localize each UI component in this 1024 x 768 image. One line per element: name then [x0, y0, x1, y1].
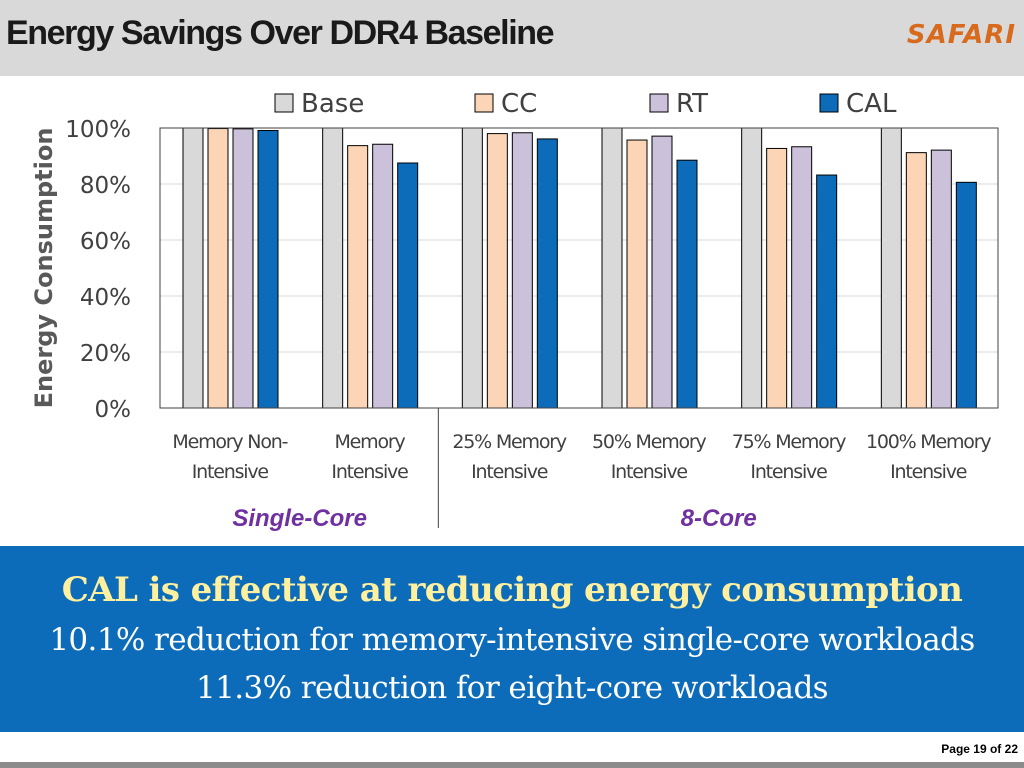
bar-base [182, 127, 204, 409]
x-tick-label: Intensive [750, 461, 827, 483]
bar-rt [930, 149, 952, 409]
bar-cal [257, 130, 279, 409]
bar-cc [207, 128, 229, 409]
banner-line-single-core: 10.1% reduction for memory-intensive sin… [49, 622, 975, 658]
conclusion-banner: CAL is effective at reducing energy cons… [0, 546, 1024, 732]
page-number: Page 19 of 22 [941, 742, 1018, 756]
legend-label-cal: CAL [846, 89, 897, 119]
bar-cal [536, 138, 558, 409]
legend-label-base: Base [301, 89, 364, 119]
x-tick-label: Intensive [331, 461, 408, 483]
legend-label-rt: RT [676, 89, 708, 119]
bar-rt [372, 143, 394, 409]
slide-header: Energy Savings Over DDR4 Baseline SAFARI [0, 0, 1024, 76]
x-tick-label: 50% Memory [592, 431, 706, 453]
legend-swatch-cal [819, 93, 839, 113]
bar-base [601, 127, 623, 409]
bar-rt [791, 146, 813, 409]
bar-cal [816, 174, 838, 409]
bar-rt [232, 128, 254, 409]
x-tick-label: Intensive [471, 461, 548, 483]
bar-cal [955, 181, 977, 409]
x-tick-label: Memory Non- [172, 431, 287, 453]
energy-bar-chart: 0% 20% 40% 60% 80% 100% Memory Non- Intensive Me… [30, 89, 999, 532]
bar-cal [397, 162, 419, 409]
bar-base [322, 127, 344, 409]
bar-cal [676, 159, 698, 409]
y-tick-label: 80% [80, 173, 131, 199]
x-tick-label: Intensive [192, 461, 269, 483]
bar-rt [651, 135, 673, 409]
banner-headline: CAL is effective at reducing energy cons… [61, 570, 963, 610]
bar-rt [511, 132, 533, 409]
y-tick-label: 40% [80, 285, 131, 311]
bar-cc [626, 139, 648, 409]
x-tick-label: 100% Memory [866, 431, 991, 453]
x-tick-label: Intensive [890, 461, 967, 483]
bar-base [741, 127, 763, 409]
x-tick-label: Memory [334, 431, 405, 453]
bar-base [461, 127, 483, 409]
banner-line-eight-core: 11.3% reduction for eight-core workloads [196, 670, 829, 706]
y-tick-label: 20% [80, 341, 131, 367]
legend-swatch-base [274, 93, 294, 113]
x-tick-label: 25% Memory [452, 431, 566, 453]
bar-base [880, 127, 902, 409]
slide-title: Energy Savings Over DDR4 Baseline [6, 14, 555, 52]
y-tick-label: 0% [95, 397, 132, 423]
y-tick-label: 100% [65, 117, 131, 143]
group-label: 8-Core [681, 505, 757, 532]
bar-cc [486, 133, 508, 409]
legend-label-cc: CC [501, 89, 537, 119]
y-tick-label: 60% [80, 229, 131, 255]
x-tick-label: 75% Memory [732, 431, 846, 453]
safari-logo: SAFARI [906, 20, 1016, 50]
legend-swatch-rt [649, 93, 669, 113]
y-axis-title: Energy Consumption [30, 128, 58, 409]
bar-cc [347, 145, 369, 409]
legend-swatch-cc [474, 93, 494, 113]
bar-cc [905, 152, 927, 409]
bar-cc [766, 147, 788, 409]
group-label: Single-Core [232, 505, 367, 532]
plot-area-border [159, 127, 999, 409]
x-tick-label: Intensive [611, 461, 688, 483]
footer-bar [0, 762, 1024, 768]
